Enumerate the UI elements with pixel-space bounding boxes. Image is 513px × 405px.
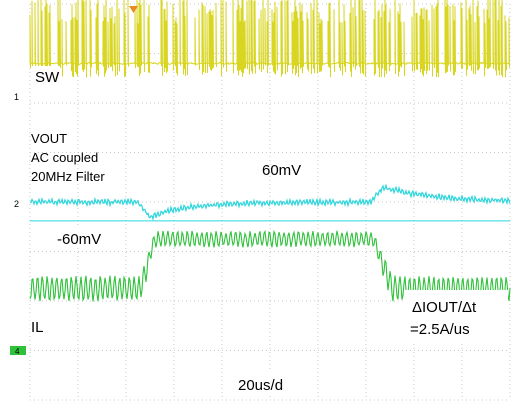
il-label-bg: [30, 316, 52, 336]
trace-sw: [29, 0, 511, 78]
top-trigger-marker: [129, 6, 138, 13]
channel-marker-2: 2: [14, 199, 19, 209]
undershoot-label-bg: [54, 226, 120, 248]
channel-marker-1: 1: [14, 92, 19, 102]
annotation-slew-line-1: ΔIOUT/Δt: [412, 299, 477, 316]
sw-label-bg: [32, 66, 60, 86]
vout-label-line-3: 20MHz Filter: [31, 169, 105, 184]
annotation-overshoot: 60mV: [262, 162, 301, 179]
timebase-bg: [236, 372, 300, 394]
annotation-undershoot: -60mV: [57, 231, 101, 248]
vout-label-line-1: VOUT: [31, 131, 67, 146]
channel-markers: 1 2 4: [10, 92, 26, 356]
series-label-il: IL: [31, 319, 44, 336]
vout-label-line-2: AC coupled: [31, 150, 98, 165]
timebase-label: 20us/d: [238, 377, 283, 394]
trace-vout: [29, 183, 511, 222]
channel-marker-4-badge: [10, 346, 26, 355]
annotation-slew-line-2: =2.5A/us: [410, 321, 470, 338]
trace-il: [29, 229, 511, 302]
series-label-sw: SW: [35, 69, 60, 86]
channel-marker-4: 4: [15, 347, 20, 356]
slew-label-bg: [404, 290, 508, 342]
